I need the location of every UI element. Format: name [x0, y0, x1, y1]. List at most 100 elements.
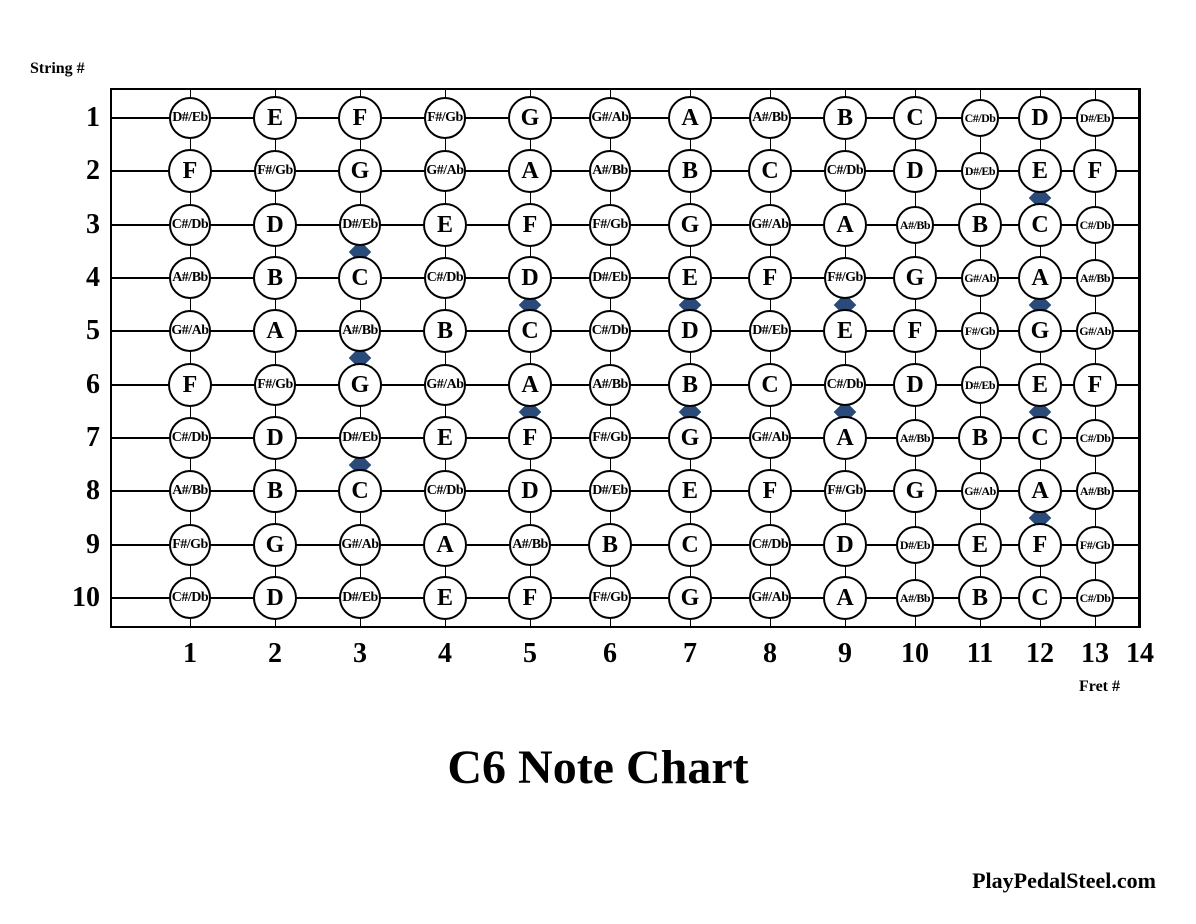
- note-circle: G#/Ab: [169, 310, 211, 352]
- string-number-label: 9: [60, 529, 100, 561]
- note-circle: F: [508, 576, 552, 620]
- note-circle: D: [508, 469, 552, 513]
- note-circle: C: [1018, 416, 1062, 460]
- note-circle: E: [958, 523, 1002, 567]
- note-circle: A: [823, 576, 867, 620]
- note-circle: D: [253, 203, 297, 247]
- note-circle: F#/Gb: [589, 577, 631, 619]
- note-circle: E: [823, 309, 867, 353]
- note-circle: A#/Bb: [169, 257, 211, 299]
- note-circle: G: [1018, 309, 1062, 353]
- note-circle: C#/Db: [424, 470, 466, 512]
- note-circle: G: [338, 363, 382, 407]
- note-circle: D: [893, 149, 937, 193]
- fret-number-label: 14: [1120, 638, 1160, 670]
- chart-title: C6 Note Chart: [0, 740, 1196, 795]
- note-circle: G#/Ab: [961, 472, 999, 510]
- note-circle: D: [253, 576, 297, 620]
- note-circle: F#/Gb: [589, 417, 631, 459]
- fret-number-label: 6: [590, 638, 630, 670]
- note-circle: D: [668, 309, 712, 353]
- note-circle: F: [168, 363, 212, 407]
- fretboard-chart: 123456789101234567891011121314Fret #D#/E…: [30, 88, 1140, 628]
- note-circle: A#/Bb: [1076, 259, 1114, 297]
- note-circle: D#/Eb: [961, 152, 999, 190]
- note-circle: A: [668, 96, 712, 140]
- fret-number-label: 11: [960, 638, 1000, 670]
- note-circle: G: [253, 523, 297, 567]
- note-circle: F: [893, 309, 937, 353]
- note-circle: B: [958, 203, 1002, 247]
- note-circle: E: [668, 469, 712, 513]
- note-circle: A#/Bb: [589, 364, 631, 406]
- note-circle: F: [168, 149, 212, 193]
- note-circle: F#/Gb: [254, 150, 296, 192]
- note-circle: F: [508, 416, 552, 460]
- note-circle: D#/Eb: [589, 257, 631, 299]
- note-circle: F: [1018, 523, 1062, 567]
- note-circle: A: [423, 523, 467, 567]
- note-circle: C#/Db: [1076, 579, 1114, 617]
- note-circle: A#/Bb: [896, 579, 934, 617]
- note-circle: C: [1018, 203, 1062, 247]
- fret-number-label: 8: [750, 638, 790, 670]
- note-circle: A: [508, 363, 552, 407]
- note-circle: E: [1018, 363, 1062, 407]
- note-circle: G#/Ab: [424, 364, 466, 406]
- note-circle: C: [668, 523, 712, 567]
- note-circle: F: [748, 256, 792, 300]
- note-circle: C: [338, 469, 382, 513]
- fret-number-label: 4: [425, 638, 465, 670]
- fret-number-label: 9: [825, 638, 865, 670]
- note-circle: F: [1073, 149, 1117, 193]
- note-circle: F#/Gb: [254, 364, 296, 406]
- note-circle: C#/Db: [589, 310, 631, 352]
- note-circle: E: [253, 96, 297, 140]
- note-circle: D#/Eb: [749, 310, 791, 352]
- string-number-label: 4: [60, 262, 100, 294]
- note-circle: F#/Gb: [961, 312, 999, 350]
- note-circle: C: [748, 149, 792, 193]
- note-circle: C#/Db: [1076, 419, 1114, 457]
- note-circle: C: [1018, 576, 1062, 620]
- note-circle: E: [423, 203, 467, 247]
- string-number-label: 3: [60, 209, 100, 241]
- note-circle: C#/Db: [1076, 206, 1114, 244]
- fret-number-label: 3: [340, 638, 380, 670]
- note-circle: A#/Bb: [339, 310, 381, 352]
- note-circle: G#/Ab: [749, 577, 791, 619]
- note-circle: D#/Eb: [589, 470, 631, 512]
- string-number-label: 6: [60, 369, 100, 401]
- fret-number-label: 13: [1075, 638, 1115, 670]
- note-circle: A: [253, 309, 297, 353]
- note-circle: B: [668, 149, 712, 193]
- note-circle: C: [338, 256, 382, 300]
- fret-number-label: 7: [670, 638, 710, 670]
- note-circle: F#/Gb: [169, 524, 211, 566]
- note-circle: C#/Db: [169, 417, 211, 459]
- note-circle: C#/Db: [169, 204, 211, 246]
- note-circle: F: [508, 203, 552, 247]
- note-circle: B: [253, 256, 297, 300]
- note-circle: F#/Gb: [824, 257, 866, 299]
- string-number-label: 1: [60, 102, 100, 134]
- fret-number-label: 2: [255, 638, 295, 670]
- note-circle: G#/Ab: [589, 97, 631, 139]
- note-circle: A#/Bb: [589, 150, 631, 192]
- note-circle: C: [893, 96, 937, 140]
- note-circle: A#/Bb: [1076, 472, 1114, 510]
- string-number-label: 5: [60, 315, 100, 347]
- note-circle: F: [1073, 363, 1117, 407]
- note-circle: C#/Db: [824, 150, 866, 192]
- note-circle: A: [1018, 256, 1062, 300]
- fret-line: [110, 88, 112, 628]
- note-circle: C: [508, 309, 552, 353]
- note-circle: A#/Bb: [749, 97, 791, 139]
- note-circle: A#/Bb: [169, 470, 211, 512]
- note-circle: C#/Db: [169, 577, 211, 619]
- fret-number-header: Fret #: [1079, 678, 1120, 696]
- note-circle: G#/Ab: [1076, 312, 1114, 350]
- note-circle: B: [958, 576, 1002, 620]
- note-circle: G: [338, 149, 382, 193]
- note-circle: A: [508, 149, 552, 193]
